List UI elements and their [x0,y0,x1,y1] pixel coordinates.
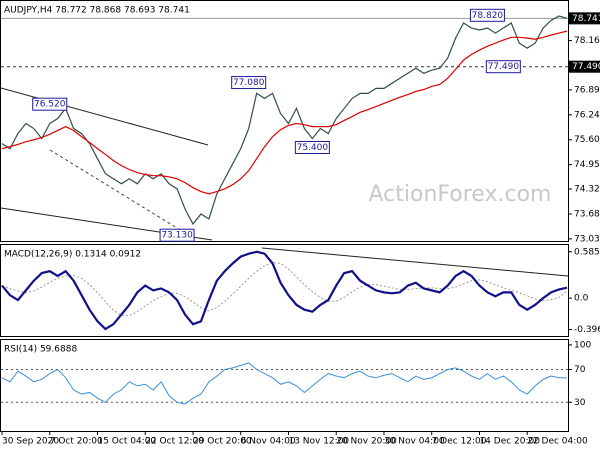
series-line [1,30,568,195]
panel-title: RSI(14) 59.6888 [4,345,77,355]
x-tick-label: 22 Dec 04:00 [527,437,588,447]
annotation-label: 77.490 [488,62,520,72]
series-line [1,362,568,405]
y-tick-label: 73.035 [574,234,600,244]
level-marker [569,60,600,73]
x-tick-label: 14 Dec 20:00 [479,437,540,447]
trendline [0,87,209,146]
y-tick-label: 70 [574,365,586,375]
annotation-box [32,97,68,111]
rsi-panel [0,339,569,432]
panel-title: AUDJPY,H4 78.772 78.868 78.693 78.741 [4,6,190,16]
trendline [49,149,191,237]
annotation-label: 75.400 [297,143,329,153]
trendline [261,247,569,277]
y-tick-label: 0.5856 [574,247,600,257]
annotation-box [469,8,505,22]
last-price-marker [569,12,600,25]
annotation-label: 73.130 [161,231,193,241]
x-tick-label: 7 Oct 20:00 [50,437,103,447]
y-tick-label: 74.325 [574,185,600,195]
x-tick-label: 30 Sep 2020 [2,437,59,447]
watermark: ActionForex.com [369,182,552,207]
x-tick-label: 7 Dec 12:00 [432,437,487,447]
macd-panel [0,244,569,337]
y-tick-label: 75.600 [574,135,600,145]
x-tick-label: 30 Nov 04:00 [384,437,445,447]
y-tick-label: 0.0 [574,294,589,304]
annotation-box [485,60,521,74]
x-tick-label: 29 Oct 20:00 [193,437,252,447]
x-tick-label: 13 Nov 12:00 [288,437,349,447]
y-tick-label: 100 [574,340,591,350]
y-tick-label: 30 [574,398,586,408]
panel-title: MACD(12,26,9) 0.1314 0.0912 [4,250,141,260]
y-tick-label: -0.3965 [574,325,600,335]
y-tick-label: 76.890 [574,85,600,95]
series-line [1,261,568,317]
series-line [1,250,568,331]
level-label: 77.490 [572,62,600,72]
x-tick-label: 20 Nov 20:00 [336,437,397,447]
y-tick-label: 74.955 [574,160,600,170]
annotation-box [159,228,195,242]
price-panel [0,0,569,242]
annotation-box [294,140,330,154]
annotation-box [231,76,267,90]
x-tick-label: 22 Oct 12:00 [145,437,204,447]
y-tick-label: 73.680 [574,209,600,219]
annotation-label: 78.820 [472,11,504,21]
y-tick-label: 76.245 [574,110,600,120]
annotation-label: 76.520 [34,100,66,110]
series-line [1,15,568,226]
annotation-label: 77.080 [233,78,265,88]
last-price-label: 78.741 [572,14,600,24]
y-tick-label: 78.165 [574,36,600,46]
x-tick-label: 6 Nov 04:00 [241,437,296,447]
x-tick-label: 15 Oct 04:00 [97,437,156,447]
